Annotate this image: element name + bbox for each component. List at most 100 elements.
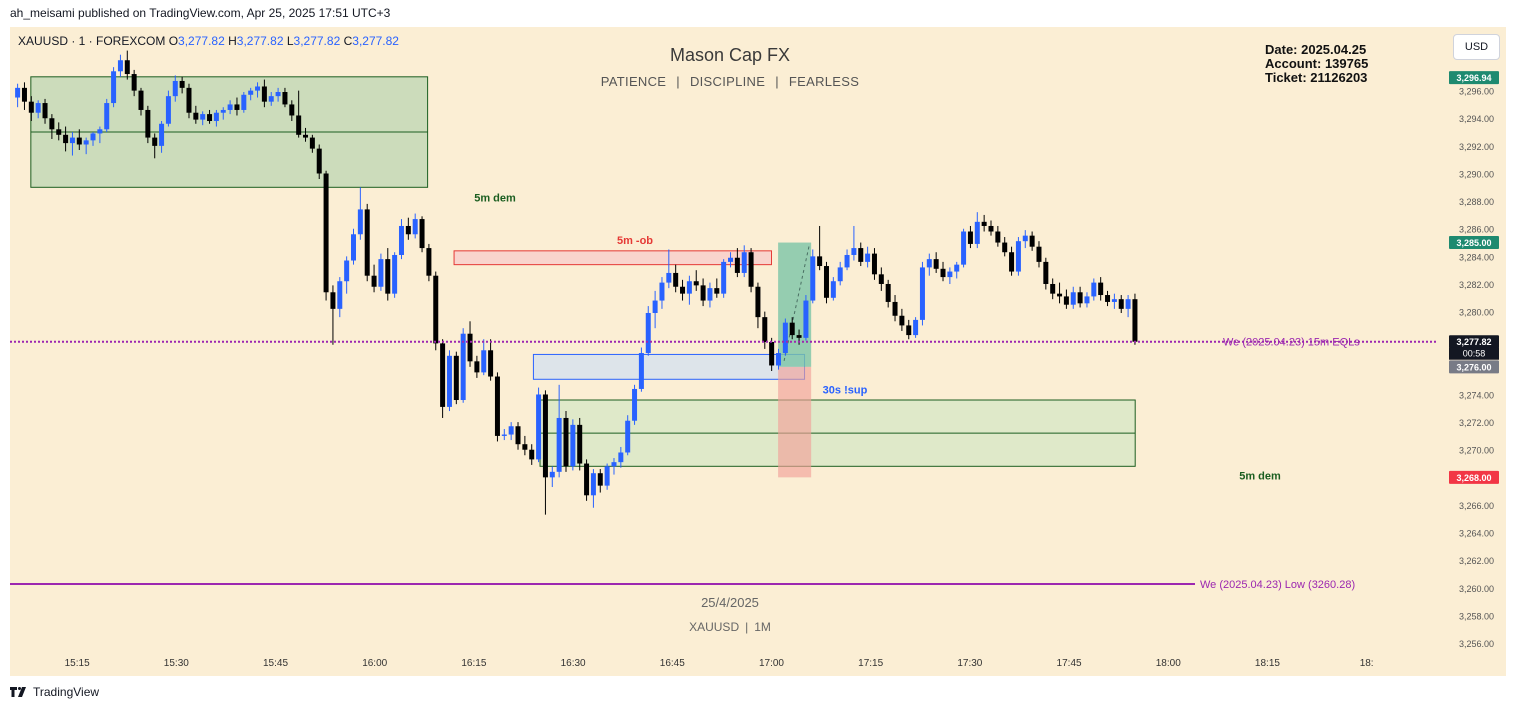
candle-up	[172, 80, 178, 97]
candle-up	[1022, 235, 1028, 242]
candlestick-chart[interactable]: 5m dem 5m -ob 30s !sup 5m dem We (2025.04.23…	[10, 27, 1506, 676]
candle-down	[1098, 282, 1104, 296]
candle-down	[577, 424, 583, 464]
candle-up	[1015, 241, 1021, 272]
eql-line-label: We (2025.04.23) 15m EQLs	[1223, 337, 1360, 349]
candle-down	[892, 301, 898, 316]
candle-up	[947, 271, 953, 278]
candle-up	[604, 466, 610, 486]
candle-up	[501, 434, 507, 436]
price-tick-label: 3,296.00	[1459, 87, 1494, 97]
symbol-name[interactable]: XAUUSD · 1 · FOREXCOM	[18, 34, 166, 48]
price-badge-label: 3,296.94	[1456, 73, 1491, 83]
price-badge-label: 3,285.00	[1456, 238, 1491, 248]
ohlc-high-label: H	[228, 34, 237, 48]
candle-up	[213, 112, 219, 122]
candle-down	[426, 248, 432, 276]
candle-down	[817, 256, 823, 267]
candle-up	[398, 225, 404, 255]
candle-down	[769, 341, 775, 366]
candle-down	[21, 87, 27, 102]
candle-up	[268, 96, 274, 102]
time-tick-label: 16:15	[461, 658, 486, 669]
candle-down	[522, 444, 528, 450]
candle-down	[282, 92, 288, 105]
candle-up	[351, 234, 356, 261]
candle-up	[728, 257, 734, 262]
footer-symbol: XAUUSD	[689, 620, 740, 634]
candle-up	[275, 92, 281, 97]
watermark-separator: |	[676, 74, 680, 89]
candle-up	[1111, 299, 1117, 302]
candle-down	[453, 355, 459, 401]
candle-up	[611, 462, 617, 467]
zone-label-30s-sup: 30s !sup	[823, 384, 868, 396]
price-badge	[1449, 360, 1499, 374]
candle-up	[618, 452, 624, 463]
candle-down	[563, 417, 569, 467]
candle-down	[1043, 261, 1049, 284]
candle-down	[186, 87, 192, 113]
candle-down	[28, 101, 34, 113]
candle-up	[782, 322, 788, 354]
candle-up	[570, 424, 576, 467]
ohlc-high: 3,277.82	[236, 34, 284, 48]
candle-up	[913, 319, 919, 336]
symbol-legend[interactable]: XAUUSD · 1 · FOREXCOM O3,277.82 H3,277.8…	[18, 34, 399, 48]
candle-down	[906, 325, 912, 336]
candle-down	[871, 253, 877, 275]
candle-down	[1029, 235, 1035, 247]
candle-up	[865, 253, 871, 262]
candle-up	[659, 282, 665, 301]
weekly-low-label: We (2025.04.23) Low (3260.28)	[1200, 579, 1355, 591]
candle-down	[405, 225, 411, 235]
ohlc-open-label: O	[168, 34, 179, 48]
price-tick-label: 3,286.00	[1459, 225, 1494, 235]
candle-up	[90, 133, 96, 141]
candle-down	[309, 137, 315, 149]
tradingview-logo-icon	[10, 687, 26, 697]
candle-down	[145, 109, 151, 138]
price-badge	[1449, 470, 1499, 484]
candle-up	[803, 300, 809, 338]
candle-down	[858, 248, 864, 262]
price-tick-label: 3,270.00	[1459, 446, 1494, 456]
candle-up	[15, 87, 21, 98]
price-badge	[1449, 236, 1499, 250]
candle-down	[371, 275, 377, 287]
price-tick-label: 3,260.00	[1459, 584, 1494, 594]
candle-down	[330, 292, 336, 309]
time-tick-label: 15:30	[164, 658, 189, 669]
candle-up	[590, 473, 596, 496]
time-tick-label: 16:00	[362, 658, 387, 669]
candle-up	[117, 60, 123, 72]
candle-up	[200, 114, 206, 120]
candle-down	[1050, 283, 1056, 294]
candle-down	[673, 272, 679, 287]
candle-up	[337, 281, 343, 309]
time-tick-label: 16:45	[660, 658, 685, 669]
watermark-word-fearless: FEARLESS	[788, 74, 860, 89]
candle-down	[734, 257, 740, 273]
chart-area[interactable]: 5m dem 5m -ob 30s !sup 5m dem We (2025.04.23…	[10, 27, 1506, 676]
candle-up	[830, 281, 836, 298]
candle-up	[632, 388, 638, 421]
candle-up	[508, 426, 514, 435]
price-tick-label: 3,258.00	[1459, 611, 1494, 621]
candle-up	[776, 353, 781, 366]
branding-text: TradingView	[33, 685, 100, 699]
candle-up	[159, 123, 165, 146]
candle-down	[1118, 299, 1124, 309]
time-tick-label: 18:15	[1255, 658, 1280, 669]
currency-button[interactable]: USD	[1453, 34, 1500, 60]
candle-up	[35, 103, 41, 113]
candle-down	[981, 221, 987, 226]
price-tick-label: 3,262.00	[1459, 556, 1494, 566]
branding[interactable]: TradingView	[10, 685, 99, 699]
candle-down	[823, 266, 829, 298]
watermark-separator: |	[775, 74, 779, 89]
countdown-badge	[1449, 347, 1499, 360]
time-tick-label: 17:00	[759, 658, 784, 669]
candle-down	[152, 137, 158, 146]
candle-down	[124, 60, 130, 75]
